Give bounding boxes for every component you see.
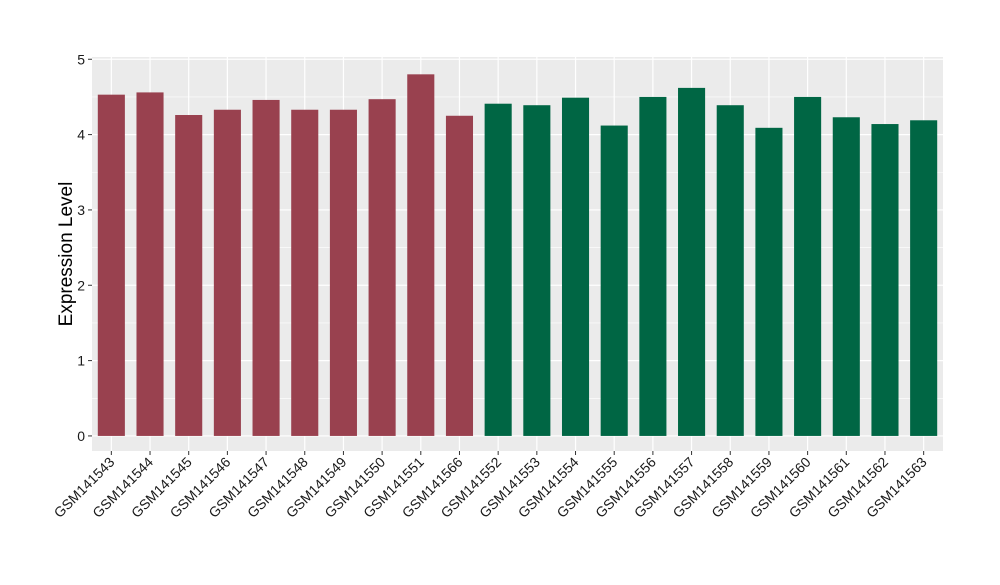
bar-GSM141557	[678, 87, 706, 436]
bar-GSM141553	[523, 105, 551, 436]
bar-GSM141546	[213, 109, 241, 436]
bar-GSM141556	[639, 96, 667, 436]
y-tick-label: 4	[77, 127, 85, 143]
bar-GSM141549	[329, 109, 357, 436]
y-tick-label: 0	[77, 428, 85, 444]
bars	[97, 74, 938, 436]
bar-GSM141544	[136, 92, 164, 436]
y-tick-label: 1	[77, 353, 85, 369]
y-tick-label: 5	[77, 51, 85, 67]
bar-GSM141548	[291, 109, 319, 436]
bar-GSM141562	[871, 124, 899, 436]
bar-GSM141563	[910, 120, 938, 436]
bar-GSM141552	[484, 103, 512, 436]
bar-GSM141560	[794, 96, 822, 436]
y-axis-label: Expression Level	[56, 182, 77, 327]
bar-GSM141558	[716, 105, 744, 436]
y-tick-label: 3	[77, 202, 85, 218]
bar-GSM141561	[832, 117, 860, 436]
bar-GSM141566	[445, 115, 474, 436]
bar-GSM141547	[252, 99, 280, 436]
bar-GSM141543	[97, 94, 125, 436]
y-tick-label: 2	[77, 277, 85, 293]
bar-GSM141554	[561, 97, 590, 436]
bar-GSM141550	[368, 99, 396, 436]
bar-GSM141555	[600, 125, 628, 436]
bar-GSM141545	[175, 115, 203, 436]
bar-GSM141559	[755, 127, 783, 436]
bar-GSM141551	[407, 74, 435, 436]
